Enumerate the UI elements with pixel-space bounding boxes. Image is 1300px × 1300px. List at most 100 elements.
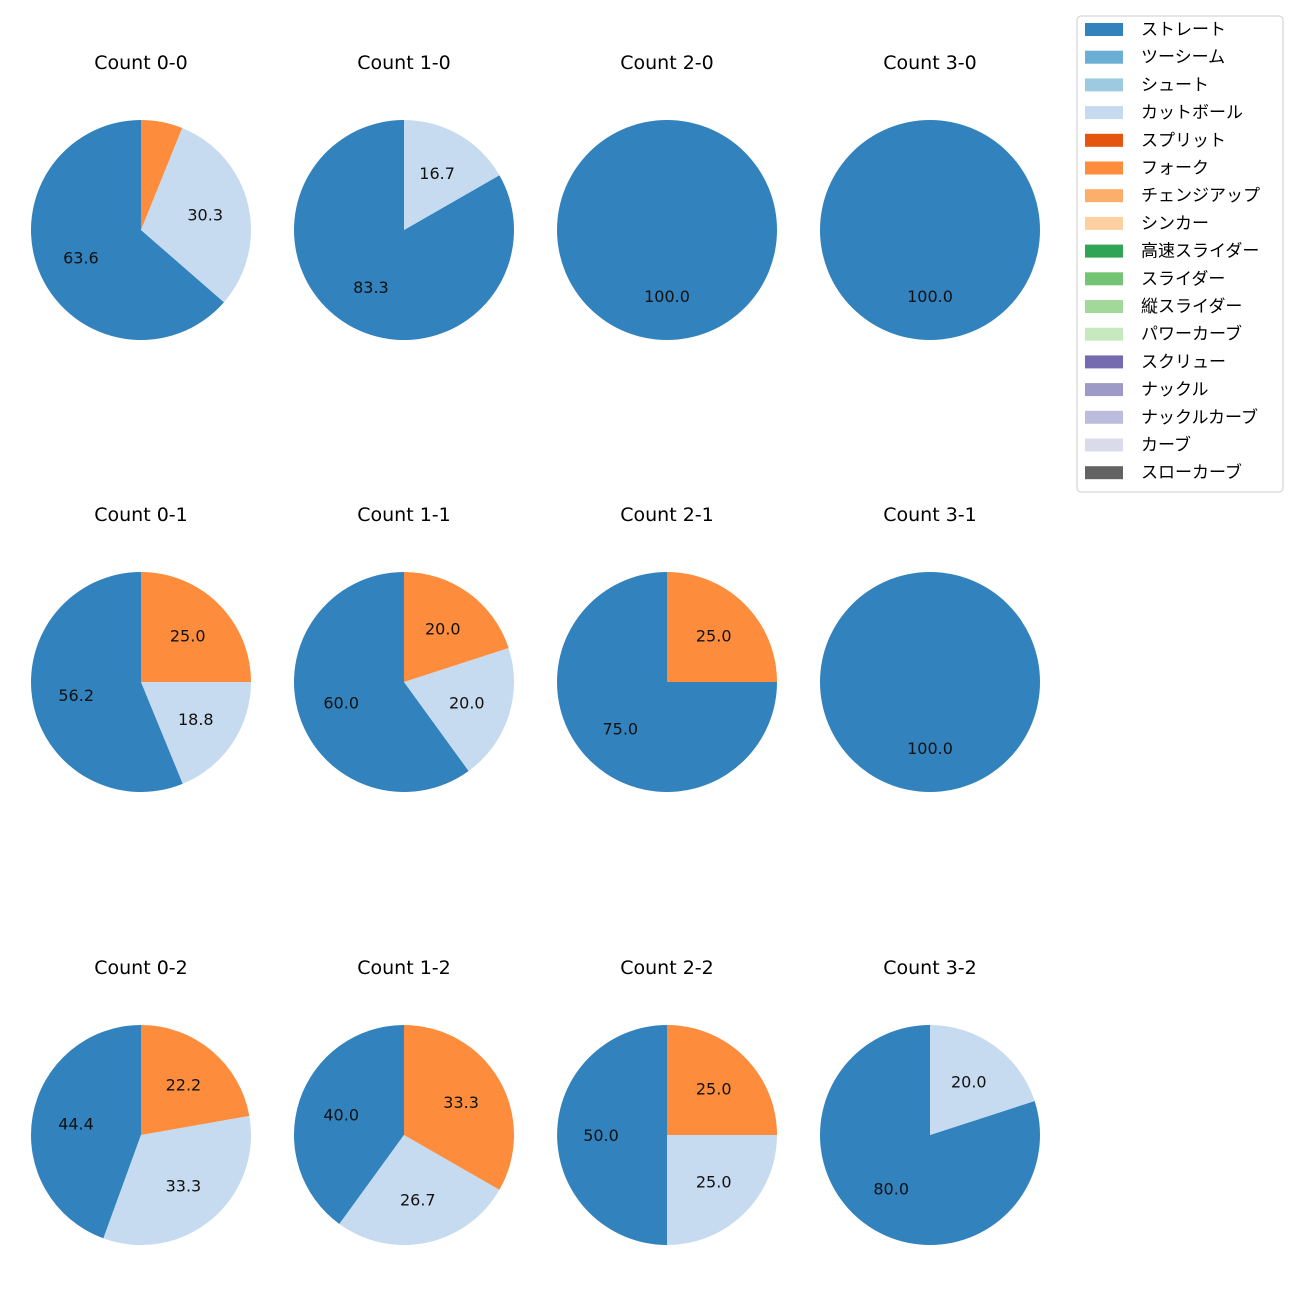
slice-label: 30.3 (187, 206, 223, 225)
pie-slice (339, 1135, 500, 1246)
pie-slice (141, 120, 183, 230)
pie-slice (557, 120, 777, 340)
pie-title: Count 3-1 (883, 504, 977, 526)
legend-label: カットボール (1141, 103, 1243, 123)
legend-label: カーブ (1141, 435, 1191, 456)
pie-title: Count 1-2 (357, 957, 451, 979)
slice-label: 22.2 (166, 1075, 202, 1094)
pie-1: Count 0-0 63.6 30.3 (30, 52, 252, 341)
slice-label: 40.0 (323, 1106, 359, 1125)
legend-swatch (1085, 272, 1123, 286)
legend-swatch (1085, 300, 1123, 313)
pie-title: Count 2-2 (620, 957, 714, 979)
legend-swatch (1085, 438, 1123, 452)
pie-slice (404, 648, 515, 771)
pie-12: Count 3-2 80.0 20.0 (820, 957, 1041, 1245)
slice-label: 44.4 (58, 1115, 94, 1134)
pie-slice (820, 120, 1040, 340)
pie-slice (294, 572, 469, 792)
slice-label: 100.0 (907, 287, 953, 306)
slice-label: 100.0 (907, 739, 953, 758)
pie-slice (667, 572, 777, 682)
pie-title: Count 0-0 (94, 52, 188, 74)
legend-label: ナックル (1141, 380, 1209, 400)
legend-label: ストレート (1141, 20, 1226, 40)
legend-swatch (1085, 410, 1123, 424)
pie-slice (667, 1025, 777, 1135)
legend-swatch (1085, 161, 1123, 175)
pie-slice (820, 1025, 1041, 1245)
pie-10: Count 1-2 40.0 26.7 33.3 (293, 957, 515, 1246)
pie-slice (30, 1025, 141, 1239)
pie-slice (141, 682, 251, 784)
legend: ストレートツーシームシュートカットボールスプリットフォークチェンジアップシンカー… (1076, 15, 1284, 493)
legend-swatch (1085, 189, 1123, 203)
legend-swatch (1085, 78, 1123, 92)
pie-slice (404, 572, 509, 682)
pie-slice (820, 572, 1040, 792)
legend-label: スローカーブ (1141, 462, 1242, 483)
slice-label: 25.0 (170, 626, 206, 645)
slice-label: 25.0 (696, 626, 732, 645)
legend-frame (1076, 15, 1284, 493)
slice-label: 63.6 (63, 248, 99, 267)
slice-label: 100.0 (644, 287, 690, 306)
pie-11: Count 2-2 50.0 25.0 25.0 (557, 957, 777, 1245)
pie-slice (667, 1135, 777, 1245)
pie-slice (557, 1025, 667, 1245)
legend-label: 高速スライダー (1141, 242, 1259, 262)
legend-swatch (1085, 106, 1123, 120)
pie-title: Count 3-2 (883, 957, 977, 979)
pie-title: Count 2-0 (620, 52, 714, 74)
pie-slice (930, 1025, 1035, 1135)
pie-title: Count 2-1 (620, 504, 714, 526)
slice-label: 50.0 (583, 1126, 619, 1145)
legend-swatch (1085, 133, 1123, 147)
legend-label: 縦スライダー (1141, 297, 1242, 317)
pie-slice (294, 120, 515, 340)
slice-label: 25.0 (696, 1079, 732, 1098)
pie-3: Count 2-0 100.0 (557, 52, 777, 340)
pie-slice (404, 120, 500, 230)
slice-label: 18.8 (178, 710, 214, 729)
pie-5: Count 0-1 56.2 18.8 25.0 (31, 504, 251, 792)
legend-label: チェンジアップ (1141, 186, 1260, 206)
pie-slice (293, 1025, 404, 1224)
legend-label: スライダー (1141, 269, 1225, 289)
pie-title: Count 3-0 (883, 52, 977, 74)
pie-8: Count 3-1 100.0 (820, 504, 1040, 792)
legend-swatch (1085, 466, 1123, 480)
legend-swatch (1085, 50, 1123, 64)
pie-title: Count 0-2 (94, 957, 188, 979)
pie-slice (103, 1115, 252, 1246)
slice-label: 20.0 (449, 693, 485, 712)
pie-2: Count 1-0 83.3 16.7 (294, 52, 515, 340)
slice-label: 26.7 (400, 1191, 436, 1210)
slice-label: 56.2 (58, 686, 94, 705)
slice-label: 20.0 (951, 1073, 987, 1092)
pie-slice (141, 572, 251, 682)
legend-swatch (1085, 216, 1123, 230)
slice-label: 75.0 (602, 720, 638, 739)
pie-title: Count 1-1 (357, 504, 451, 526)
legend-label: シュート (1141, 75, 1209, 95)
slice-label: 25.0 (696, 1173, 732, 1192)
legend-swatch (1085, 23, 1123, 36)
pie-6: Count 1-1 60.0 20.0 20.0 (294, 504, 515, 792)
slice-label: 33.3 (443, 1093, 479, 1112)
slice-label: 80.0 (873, 1179, 909, 1198)
pie-slice (404, 1025, 515, 1190)
slice-label: 16.7 (419, 164, 455, 183)
legend-label: スプリット (1141, 131, 1226, 151)
legend-swatch (1085, 355, 1123, 369)
legend-label: ナックルカーブ (1141, 407, 1258, 428)
pie-7: Count 2-1 75.0 25.0 (557, 504, 777, 792)
slice-label: 83.3 (353, 278, 389, 297)
legend-label: ツーシーム (1141, 48, 1225, 68)
legend-label: パワーカーブ (1141, 324, 1242, 345)
pie-slice (31, 572, 183, 792)
pie-slice (141, 127, 252, 303)
pie-title: Count 1-0 (357, 52, 451, 74)
pie-slice (141, 1025, 250, 1135)
